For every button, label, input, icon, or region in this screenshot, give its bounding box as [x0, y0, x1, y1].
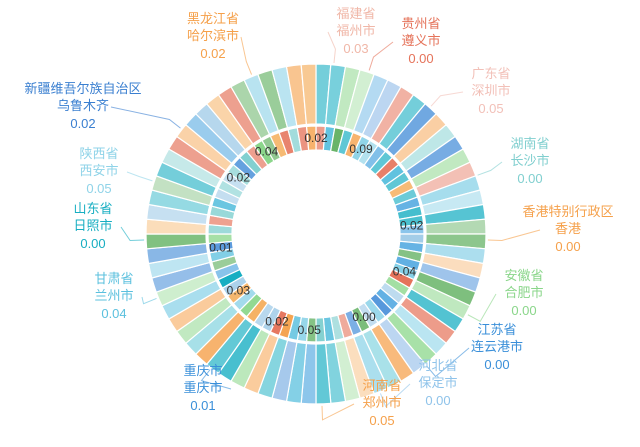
- label-city: 哈尔滨市: [187, 28, 239, 43]
- label-region: 江苏省: [477, 322, 516, 337]
- outer-ring-label: 安徽省合肥市 0.00: [504, 268, 543, 318]
- label-region: 山东省: [73, 201, 112, 216]
- label-region: 河南省: [362, 378, 401, 393]
- leader-line: [467, 293, 497, 322]
- label-city: 保定市: [418, 375, 457, 390]
- label-value: 0.03: [343, 41, 368, 56]
- label-value: 0.05: [478, 101, 503, 116]
- inner-ring-value-label: 0.05: [298, 323, 322, 337]
- leader-line: [321, 403, 355, 421]
- leader-line: [368, 41, 394, 71]
- outer-ring-label: 香港特别行政区香港 0.00: [522, 204, 613, 254]
- label-city: 遵义市: [401, 33, 440, 48]
- inner-ring-value-label: 0.02: [227, 171, 251, 185]
- ring-segments: [145, 63, 487, 405]
- outer-ring-label: 黑龙江省哈尔滨市 0.02: [187, 11, 239, 61]
- label-city: 合肥市: [504, 285, 543, 300]
- outer-ring-segment[interactable]: [300, 63, 317, 126]
- label-city: 长沙市: [510, 153, 549, 168]
- inner-ring-value-label: 0.02: [400, 219, 424, 233]
- outer-ring-label: 贵州省遵义市 0.00: [401, 16, 440, 66]
- label-value: 0.02: [200, 46, 225, 61]
- leader-line: [141, 296, 157, 305]
- label-region: 福建省: [336, 6, 375, 21]
- label-value: 0.04: [101, 306, 126, 321]
- outer-ring-label: 重庆市重庆市 0.01: [183, 363, 222, 413]
- leader-line: [477, 161, 503, 176]
- inner-ring-segment[interactable]: [305, 125, 317, 151]
- label-city: 重庆市: [183, 380, 222, 395]
- inner-ring-value-label: 0.03: [227, 283, 251, 297]
- label-city: 郑州市: [362, 395, 401, 410]
- label-value: 0.05: [86, 181, 111, 196]
- leader-lines: [110, 31, 541, 421]
- inner-ring-labels: 0.02 0.09 0.02 0.04 0.00 0.05 0.02 0.03 0.01 0.02…: [209, 131, 423, 337]
- label-value: 0.01: [190, 398, 215, 413]
- leader-line: [240, 36, 253, 75]
- inner-ring-value-label: 0.02: [304, 131, 328, 145]
- label-value: 0.02: [70, 116, 95, 131]
- label-city: 香港: [555, 221, 581, 236]
- outer-ring-label: 河南省郑州市 0.05: [362, 378, 401, 428]
- label-region: 黑龙江省: [187, 11, 239, 26]
- outer-ring-labels: 黑龙江省哈尔滨市 0.02 福建省福州市 0.03 贵州省遵义市 0.00 广东省深圳市 0.…: [24, 6, 613, 428]
- label-region: 湖南省: [510, 136, 549, 151]
- label-region: 甘肃省: [94, 271, 133, 286]
- leader-line: [487, 229, 541, 241]
- label-region: 河北省: [418, 358, 457, 373]
- label-value: 0.00: [425, 393, 450, 408]
- leader-line: [126, 171, 153, 182]
- label-city: 日照市: [73, 218, 112, 233]
- inner-ring-value-label: 0.09: [349, 142, 373, 156]
- label-city: 连云港市: [471, 339, 523, 354]
- label-city: 西安市: [79, 163, 118, 178]
- leader-line: [379, 383, 411, 408]
- label-city: 深圳市: [471, 83, 510, 98]
- label-region: 安徽省: [504, 268, 543, 283]
- leader-line: [426, 347, 470, 378]
- label-city: 乌鲁木齐: [57, 98, 109, 113]
- inner-ring-value-label: 0.04: [255, 145, 279, 159]
- outer-ring-label: 山东省日照市 0.00: [73, 201, 112, 251]
- outer-ring-label: 福建省福州市 0.03: [336, 6, 375, 56]
- outer-ring-label: 新疆维吾尔族自治区乌鲁木齐 0.02: [24, 81, 141, 131]
- leader-line: [110, 106, 181, 129]
- inner-ring-value-label: 0.00: [352, 310, 376, 324]
- label-value: 0.00: [511, 303, 536, 318]
- outer-ring-label: 甘肃省兰州市 0.04: [94, 271, 133, 321]
- label-value: 0.00: [555, 239, 580, 254]
- label-region: 广东省: [471, 66, 510, 81]
- outer-ring-label: 江苏省连云港市 0.00: [471, 322, 523, 372]
- label-region: 香港特别行政区: [522, 204, 613, 219]
- label-value: 0.00: [80, 236, 105, 251]
- label-city: 兰州市: [94, 288, 133, 303]
- label-value: 0.00: [408, 51, 433, 66]
- label-region: 贵州省: [401, 16, 440, 31]
- label-region: 重庆市: [183, 363, 222, 378]
- label-region: 陕西省: [79, 146, 118, 161]
- outer-ring-label: 陕西省西安市 0.05: [79, 146, 118, 196]
- outer-ring-label: 湖南省长沙市 0.00: [510, 136, 549, 186]
- label-region: 新疆维吾尔族自治区: [24, 81, 141, 96]
- leader-line: [120, 226, 145, 242]
- leader-line: [200, 369, 232, 390]
- inner-ring-value-label: 0.02: [265, 315, 289, 329]
- label-value: 0.05: [369, 413, 394, 428]
- inner-ring-value-label: 0.04: [393, 265, 417, 279]
- outer-ring-label: 广东省深圳市 0.05: [471, 66, 510, 116]
- outer-ring-label: 河北省保定市 0.00: [418, 358, 457, 408]
- leader-line: [327, 31, 336, 63]
- label-value: 0.00: [484, 357, 509, 372]
- label-city: 福州市: [336, 23, 375, 38]
- leader-line: [430, 91, 464, 107]
- inner-ring-value-label: 0.01: [209, 240, 233, 254]
- label-value: 0.00: [517, 171, 542, 186]
